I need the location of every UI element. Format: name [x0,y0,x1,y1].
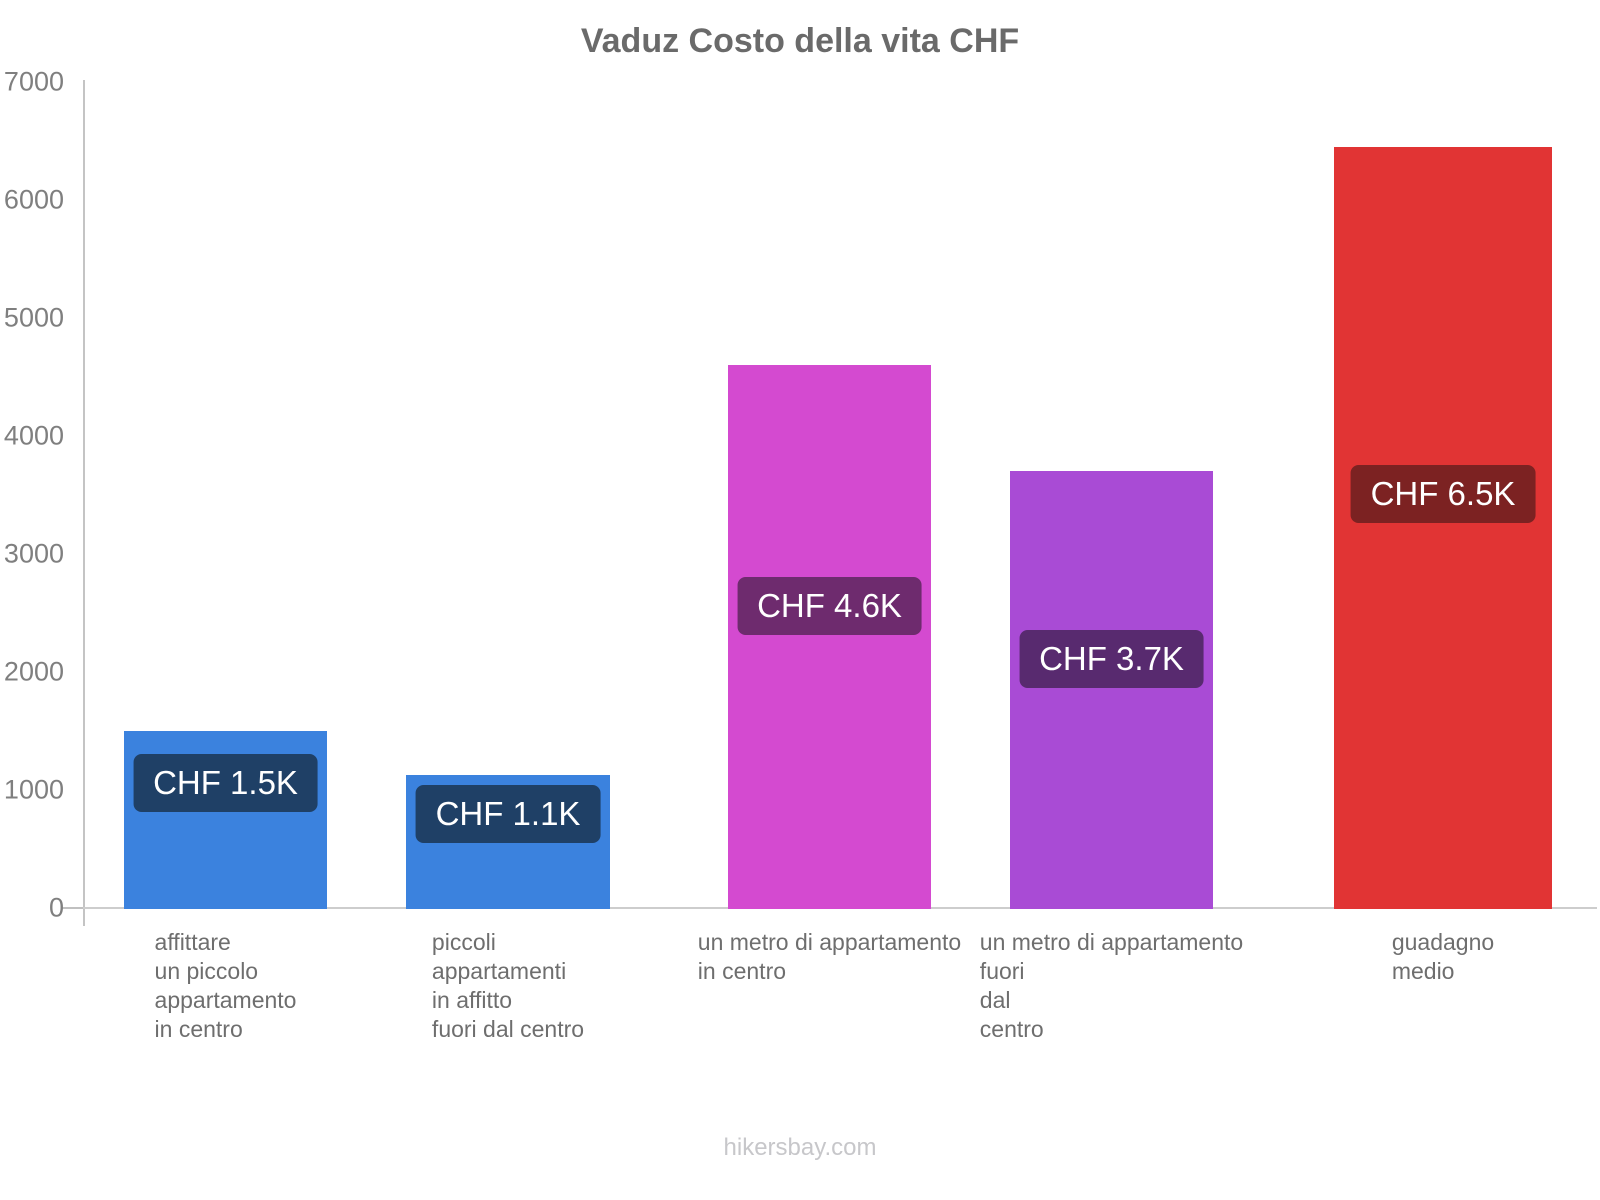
zero-tick-mark [62,907,83,909]
category-label-line: in centro [154,1016,243,1042]
category-label-line: fuori [979,958,1025,984]
value-label-1: CHF 1.5K [133,754,318,813]
category-label-4: un metro di appartamento fuori dal centro [980,928,1243,1044]
bar-4 [1010,471,1213,909]
category-label-line: appartamento [154,987,297,1013]
category-label-1: affittare un piccolo appartamento in centro [155,928,297,1044]
y-tick-label: 0 [48,892,64,923]
y-axis-line [83,80,85,926]
y-tick-label: 4000 [3,420,64,451]
bar-5 [1334,146,1552,909]
category-label-line: un metro di appartamento [697,929,962,955]
category-label-line: guadagno [1391,929,1495,955]
y-tick-label: 2000 [3,656,64,687]
category-label-5: guadagno medio [1392,928,1494,986]
category-label-line: un piccolo [154,958,259,984]
value-label-2: CHF 1.1K [415,784,601,843]
y-tick-label: 3000 [3,538,64,569]
value-label-3: CHF 4.6K [737,577,922,636]
value-label-4: CHF 3.7K [1019,629,1204,688]
category-label-line: in affitto [431,987,513,1013]
value-label-5: CHF 6.5K [1350,465,1536,524]
category-label-line: medio [1391,958,1455,984]
category-label-2: piccoli appartamenti in affitto fuori dal c… [432,928,584,1044]
chart-title: Vaduz Costo della vita CHF [580,22,1020,60]
category-label-3: un metro di appartamento in centro [698,928,961,986]
category-label-line: un metro di appartamento [979,929,1244,955]
y-tick-label: 5000 [3,302,64,333]
category-label-line: fuori dal centro [431,1016,585,1042]
y-tick-label: 6000 [3,184,64,215]
watermark-hikersbay: hikersbay.com [723,1134,877,1161]
category-label-line: in centro [697,958,787,984]
y-tick-label: 1000 [3,774,64,805]
bar-3 [728,365,931,909]
category-label-line: affittare [154,929,231,955]
category-label-line: piccoli [431,929,496,955]
category-label-line: dal [979,987,1011,1013]
y-tick-label: 7000 [3,66,64,97]
category-label-line: appartamenti [431,958,567,984]
category-label-line: centro [979,1016,1044,1042]
